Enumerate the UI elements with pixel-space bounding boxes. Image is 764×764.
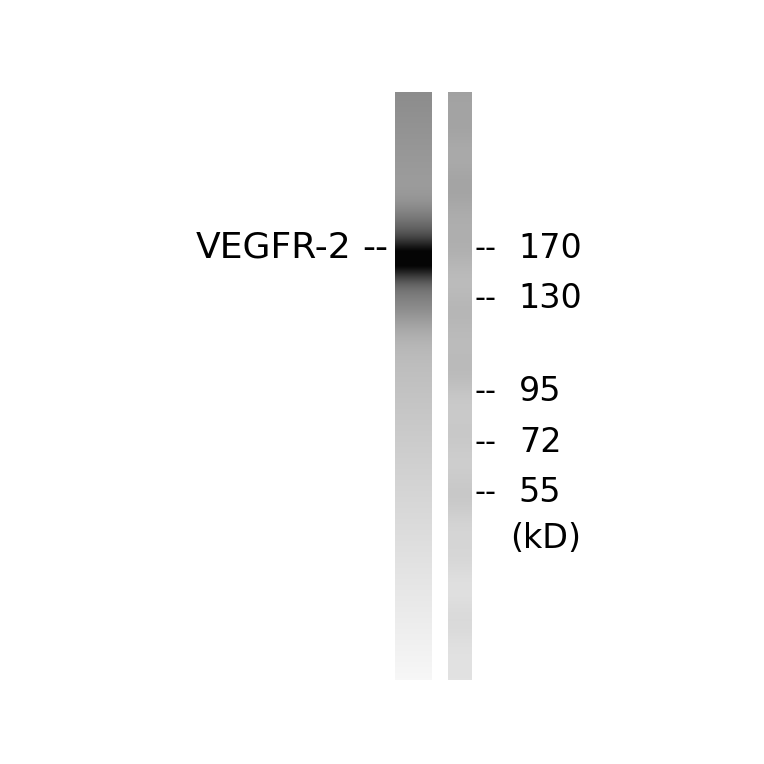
Text: --: -- [474,284,497,313]
Text: --: -- [474,377,497,406]
Text: --: -- [474,428,497,457]
Text: (kD): (kD) [510,523,581,555]
Text: --: -- [362,231,388,264]
Text: 170: 170 [519,232,583,265]
Text: 55: 55 [519,477,562,510]
Text: 130: 130 [519,282,583,316]
Text: --: -- [474,235,497,264]
Text: --: -- [474,478,497,507]
Text: VEGFR-2: VEGFR-2 [196,231,351,264]
Text: 72: 72 [519,426,562,459]
Text: 95: 95 [519,375,562,408]
